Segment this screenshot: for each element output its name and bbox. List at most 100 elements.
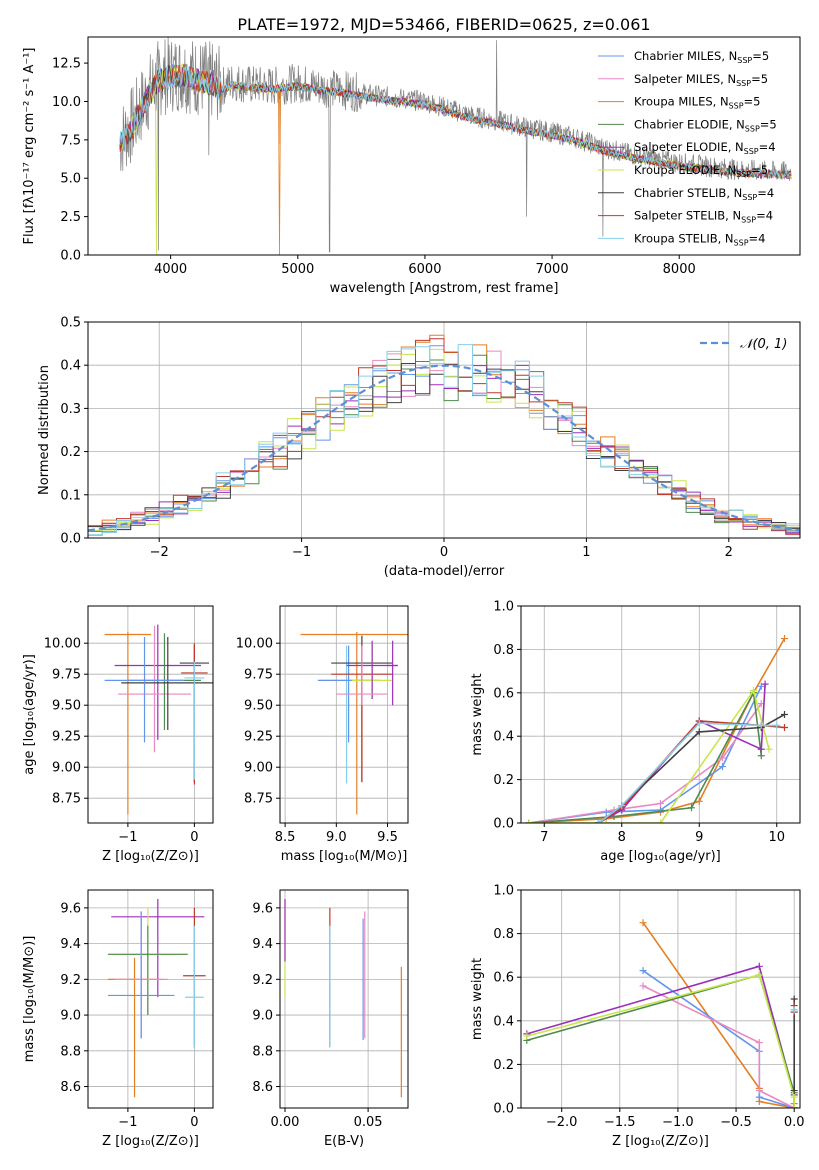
x-tick-label: 9.5 bbox=[377, 830, 398, 845]
legend-subscript: SSP bbox=[736, 170, 751, 179]
x-tick-label: 0 bbox=[440, 545, 448, 560]
legend-entry: Chabrier STELIB, NSSP=4 bbox=[634, 186, 774, 202]
x-tick-label: 0 bbox=[190, 1115, 198, 1130]
y-tick-label: 9.6 bbox=[252, 901, 273, 916]
x-tick-label: −1 bbox=[292, 545, 311, 560]
mass-vs-metallicity-panel: −1 0 8.6 8.8 9.0 9.2 9.4 9.6 Z [log₁₀(Z/Z⊙)] mass… bbox=[22, 889, 214, 1149]
y-tick-label: 9.4 bbox=[60, 937, 81, 952]
plot-area bbox=[525, 635, 788, 823]
mass-weight-marker bbox=[657, 819, 664, 823]
mass-weight-marker bbox=[657, 806, 664, 814]
y-axis-label: Flux [fλ10⁻¹⁷ erg cm⁻² s⁻¹ A⁻¹] bbox=[22, 48, 37, 245]
age-vs-metallicity-panel: −1 0 8.75 9.00 9.25 9.50 9.75 10.00 Z [log₁₀(Z/Z… bbox=[22, 605, 214, 864]
y-tick-label: 7.5 bbox=[60, 133, 81, 148]
y-tick-label: 2.5 bbox=[60, 210, 81, 225]
legend-label: Kroupa MILES, N bbox=[634, 95, 729, 109]
y-tick-label: 0.1 bbox=[60, 488, 81, 503]
y-tick-label: 0.2 bbox=[493, 1058, 514, 1073]
mass-weight-marker bbox=[773, 721, 781, 729]
x-axis-label: (data-model)/error bbox=[384, 564, 505, 579]
legend-entry: Kroupa STELIB, NSSP=4 bbox=[634, 231, 765, 247]
y-tick-label: 0.2 bbox=[493, 773, 514, 788]
legend-label: Salpeter STELIB, N bbox=[634, 209, 741, 223]
figure-title: PLATE=1972, MJD=53466, FIBERID=0625, z=0… bbox=[237, 15, 650, 34]
y-tick-label: 1.0 bbox=[493, 600, 514, 615]
legend-label: Salpeter MILES, N bbox=[634, 72, 736, 86]
plot-area bbox=[119, 37, 792, 255]
y-tick-label: 0.0 bbox=[493, 1102, 514, 1117]
x-tick-label: 9 bbox=[695, 830, 703, 845]
x-tick-label: 7000 bbox=[536, 262, 569, 277]
legend-subscript: SSP bbox=[741, 216, 756, 225]
legend-label: Kroupa ELODIE, N bbox=[634, 163, 736, 177]
x-axis-label: Z [log₁₀(Z/Z⊙)] bbox=[612, 1134, 709, 1149]
legend-suffix: =5 bbox=[760, 117, 777, 131]
y-tick-label: 0.2 bbox=[60, 445, 81, 460]
model-spectrum-line bbox=[119, 65, 792, 180]
x-axis-label: mass [log₁₀(M/M⊙)] bbox=[281, 849, 408, 864]
y-tick-label: 8.75 bbox=[52, 792, 81, 807]
x-axis-label: age [log₁₀(age/yr)] bbox=[600, 849, 721, 864]
legend-subscript: SSP bbox=[745, 124, 760, 133]
axes-frame bbox=[279, 605, 409, 824]
x-tick-label: −2.0 bbox=[546, 1115, 578, 1130]
x-tick-label: 0.00 bbox=[271, 1115, 300, 1130]
legend-entry: 𝒩(0, 1) bbox=[740, 337, 787, 352]
mass-weight-marker bbox=[595, 819, 602, 823]
legend-subscript: SSP bbox=[729, 102, 744, 111]
x-tick-label: 9.0 bbox=[326, 830, 347, 845]
x-tick-label: 4000 bbox=[154, 262, 187, 277]
y-tick-label: 9.0 bbox=[252, 1009, 273, 1024]
y-tick-label: 8.8 bbox=[60, 1044, 81, 1059]
x-tick-label: 7 bbox=[540, 830, 548, 845]
mass-weight-marker bbox=[755, 971, 763, 979]
plot-area bbox=[104, 624, 213, 815]
y-tick-label: 8.6 bbox=[60, 1080, 81, 1095]
mass-weight-marker bbox=[790, 995, 798, 1003]
legend-entry: Kroupa ELODIE, NSSP=5 bbox=[634, 163, 768, 179]
x-tick-label: −1 bbox=[118, 830, 137, 845]
mass-weight-marker bbox=[757, 721, 765, 729]
legend-subscript: SSP bbox=[744, 147, 759, 156]
mass-weight-marker bbox=[639, 982, 647, 990]
legend-entry: Kroupa MILES, NSSP=5 bbox=[634, 95, 760, 111]
y-tick-label: 8.8 bbox=[252, 1044, 273, 1059]
legend-suffix: =4 bbox=[759, 140, 776, 154]
y-tick-label: 9.50 bbox=[244, 699, 273, 714]
y-tick-label: 9.4 bbox=[252, 937, 273, 952]
y-tick-label: 9.2 bbox=[60, 973, 81, 988]
legend-suffix: =4 bbox=[756, 209, 773, 223]
axes-frame bbox=[87, 605, 214, 824]
y-tick-label: 0.5 bbox=[60, 316, 81, 331]
legend-suffix: =5 bbox=[751, 163, 768, 177]
mass-weight-marker bbox=[757, 745, 765, 753]
y-tick-label: 9.25 bbox=[244, 730, 273, 745]
mass-weight-marker bbox=[765, 745, 773, 753]
y-tick-label: 0.0 bbox=[60, 532, 81, 547]
weight-vs-age-panel: 7 8 9 10 0.0 0.2 0.4 0.6 0.8 1.0 age [log₁₀(age/yr… bbox=[470, 600, 801, 864]
y-tick-label: 0.0 bbox=[493, 817, 514, 832]
mass-weight-line bbox=[642, 985, 795, 1108]
x-axis-label: Z [log₁₀(Z/Z⊙)] bbox=[102, 849, 199, 864]
mass-weight-line bbox=[526, 974, 795, 1108]
x-tick-label: 2 bbox=[725, 545, 733, 560]
legend-suffix: =5 bbox=[752, 49, 769, 63]
legend-entry: Salpeter MILES, NSSP=5 bbox=[634, 72, 768, 88]
legend-label: Salpeter ELODIE, N bbox=[634, 140, 744, 154]
mass-weight-marker bbox=[790, 1006, 798, 1014]
y-tick-label: 0.0 bbox=[60, 249, 81, 264]
y-tick-label: 0.8 bbox=[493, 927, 514, 942]
legend-label: Kroupa STELIB, N bbox=[634, 231, 734, 245]
observed-spectrum-line bbox=[119, 37, 792, 253]
plot-area bbox=[284, 898, 402, 1098]
y-tick-label: 9.50 bbox=[52, 699, 81, 714]
axes-frame bbox=[520, 605, 801, 824]
mass-weight-marker bbox=[639, 967, 647, 975]
mass-weight-marker bbox=[695, 719, 703, 727]
y-tick-label: 8.6 bbox=[252, 1080, 273, 1095]
y-tick-label: 0.6 bbox=[493, 971, 514, 986]
mass-weight-marker bbox=[688, 804, 695, 812]
legend-entry: Salpeter ELODIE, NSSP=4 bbox=[634, 140, 776, 156]
x-tick-label: 0 bbox=[190, 830, 198, 845]
